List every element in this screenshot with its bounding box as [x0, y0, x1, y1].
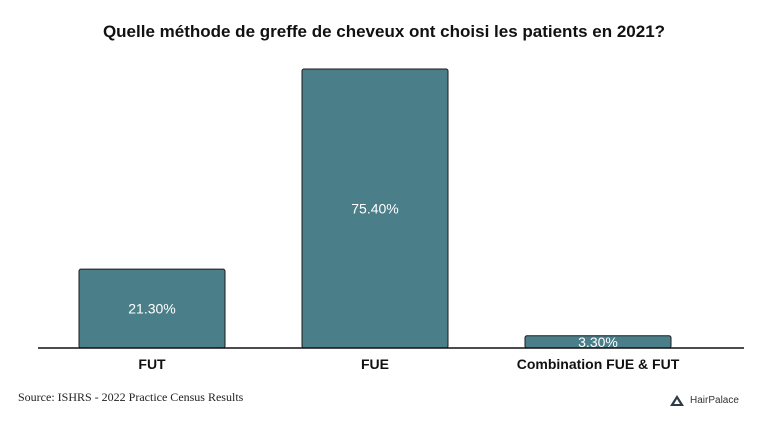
hairpalace-logo-icon [670, 395, 684, 406]
data-label: 75.40% [351, 201, 398, 217]
brand-logo: HairPalace [668, 393, 739, 407]
chart-title: Quelle méthode de greffe de cheveux ont … [102, 22, 666, 41]
x-tick-label: FUE [361, 356, 389, 372]
data-label: 21.30% [128, 301, 175, 317]
x-tick-label: Combination FUE & FUT [517, 356, 680, 372]
data-label: 3.30% [578, 334, 618, 350]
x-tick-label: FUT [138, 356, 166, 372]
source-note: Source: ISHRS - 2022 Practice Census Res… [18, 390, 244, 404]
brand-name: HairPalace [690, 394, 739, 406]
